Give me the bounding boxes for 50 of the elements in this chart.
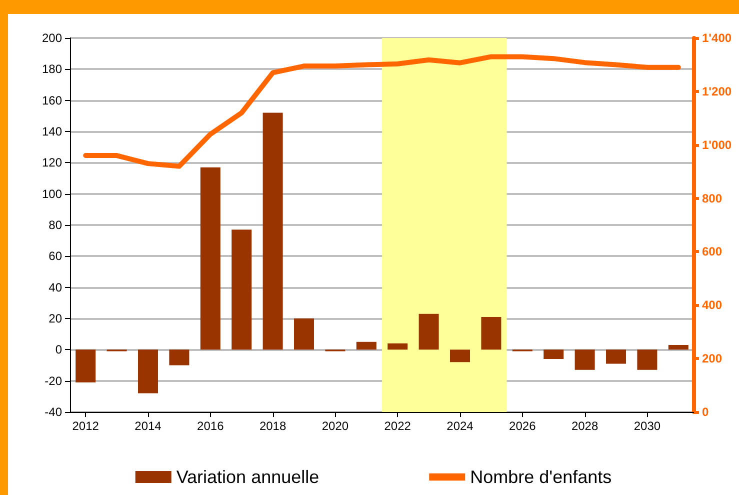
bar <box>76 350 96 382</box>
x-tick-label: 2016 <box>197 419 224 433</box>
x-tick-label: 2018 <box>259 419 286 433</box>
y-tick-label: 100 <box>42 186 62 201</box>
bar <box>388 343 408 350</box>
y2-tick-label: 1'200 <box>702 84 732 98</box>
y2-tick-label: 400 <box>702 298 722 312</box>
x-tick-label: 2020 <box>322 419 349 433</box>
bar <box>232 230 252 350</box>
y-tick-label: 60 <box>48 249 62 264</box>
legend-label: Variation annuelle <box>176 467 320 487</box>
bar <box>169 350 190 366</box>
x-tick-label: 2012 <box>72 419 100 433</box>
x-tick-label: 2022 <box>384 419 412 433</box>
bar <box>606 350 626 364</box>
y2-tick-label: 800 <box>702 191 722 206</box>
x-tick-label: 2030 <box>634 419 661 433</box>
bar <box>668 344 688 350</box>
y-tick-label: 180 <box>42 62 62 76</box>
bar <box>450 350 470 362</box>
bar <box>356 342 376 350</box>
bar <box>544 350 564 360</box>
y-tick-label: 20 <box>48 312 62 326</box>
y-tick-label: -20 <box>44 374 62 388</box>
bar <box>637 350 658 370</box>
y-tick-label: 200 <box>42 31 62 45</box>
y-tick-label: -40 <box>44 405 62 419</box>
y2-tick-label: 200 <box>702 352 722 366</box>
x-tick-label: 2028 <box>571 419 598 433</box>
x-tick-label: 2026 <box>509 419 536 433</box>
y-tick-label: 160 <box>42 93 62 108</box>
bar <box>418 314 439 350</box>
legend-label: Nombre d'enfants <box>470 467 612 487</box>
y-tick-label: 140 <box>42 124 62 138</box>
bar <box>138 350 158 394</box>
x-tick-label: 2024 <box>446 419 474 433</box>
bar <box>481 316 502 350</box>
y-tick-label: 120 <box>42 156 62 170</box>
y-tick-label: 80 <box>48 218 62 232</box>
bar <box>574 350 595 370</box>
y-tick-label: 0 <box>55 342 62 357</box>
y2-tick-label: 0 <box>702 405 709 419</box>
bar <box>294 318 314 350</box>
x-tick-label: 2014 <box>134 419 162 433</box>
y2-tick-label: 600 <box>702 244 722 259</box>
bar <box>262 112 283 350</box>
y2-tick-label: 1'000 <box>702 138 732 152</box>
y-tick-label: 40 <box>48 280 62 294</box>
y2-tick-label: 1'400 <box>702 31 732 45</box>
bar <box>200 167 220 350</box>
